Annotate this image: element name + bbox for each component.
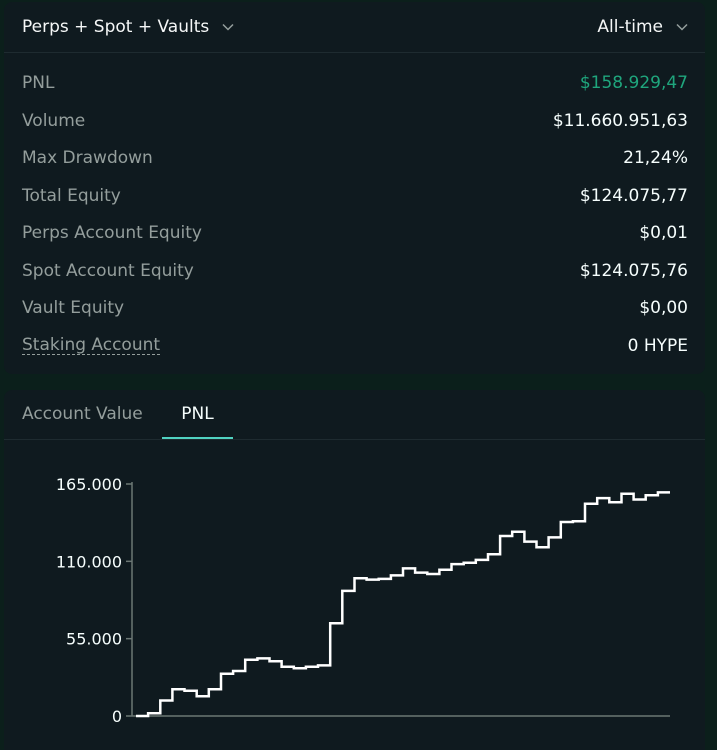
stat-row-staking-account: Staking Account 0 HYPE — [4, 327, 705, 365]
stat-value: 21,24% — [623, 148, 688, 168]
stat-row-max-drawdown: Max Drawdown 21,24% — [4, 139, 705, 177]
time-range-dropdown[interactable]: All-time — [597, 2, 689, 52]
chart-panel: Account Value PNL 0 55.000 110.000 165.000 — [4, 390, 705, 750]
y-tick-label: 55.000 — [66, 630, 122, 649]
y-tick-label: 0 — [112, 707, 122, 726]
y-tick-label: 110.000 — [56, 552, 122, 571]
tab-account-value[interactable]: Account Value — [22, 404, 143, 424]
stat-label: Volume — [22, 110, 86, 131]
stat-row-total-equity: Total Equity $124.075,77 — [4, 177, 705, 215]
summary-header: Perps + Spot + Vaults All-time — [4, 2, 705, 53]
stats-list: PNL $158.929,47 Volume $11.660.951,63 Ma… — [4, 64, 705, 364]
stat-value: $0,01 — [639, 223, 688, 243]
stat-label: Total Equity — [22, 185, 121, 206]
chart-tabs: Account Value PNL — [4, 390, 705, 440]
staking-account-tooltip-label[interactable]: Staking Account — [22, 334, 161, 355]
scope-dropdown-label: Perps + Spot + Vaults — [22, 17, 210, 37]
stat-label: Max Drawdown — [22, 148, 153, 168]
chevron-down-icon — [675, 20, 689, 34]
stat-value: $158.929,47 — [579, 73, 688, 93]
chevron-down-icon — [221, 20, 235, 34]
y-tick-label: 165.000 — [56, 475, 122, 494]
stat-label: Vault Equity — [22, 298, 125, 318]
scope-dropdown[interactable]: Perps + Spot + Vaults — [22, 2, 235, 52]
stat-row-pnl: PNL $158.929,47 — [4, 64, 705, 102]
stat-value: $124.075,76 — [579, 260, 688, 281]
stat-value: $0,00 — [639, 298, 688, 318]
stat-value: 0 HYPE — [627, 335, 688, 356]
stat-value: $11.660.951,63 — [552, 110, 688, 131]
stat-label: PNL — [22, 73, 55, 93]
stat-row-vault-equity: Vault Equity $0,00 — [4, 289, 705, 327]
tab-pnl[interactable]: PNL — [162, 390, 233, 439]
stat-label: Spot Account Equity — [22, 260, 194, 281]
stat-value: $124.075,77 — [579, 185, 688, 206]
stat-row-perps-equity: Perps Account Equity $0,01 — [4, 214, 705, 252]
time-range-label: All-time — [597, 17, 663, 37]
stat-label: Perps Account Equity — [22, 223, 202, 243]
account-summary-panel: Perps + Spot + Vaults All-time PNL $158.… — [4, 2, 705, 374]
stat-row-volume: Volume $11.660.951,63 — [4, 102, 705, 140]
pnl-chart: 0 55.000 110.000 165.000 — [56, 475, 670, 726]
stat-row-spot-equity: Spot Account Equity $124.075,76 — [4, 252, 705, 290]
pnl-series-line[interactable] — [136, 491, 670, 718]
